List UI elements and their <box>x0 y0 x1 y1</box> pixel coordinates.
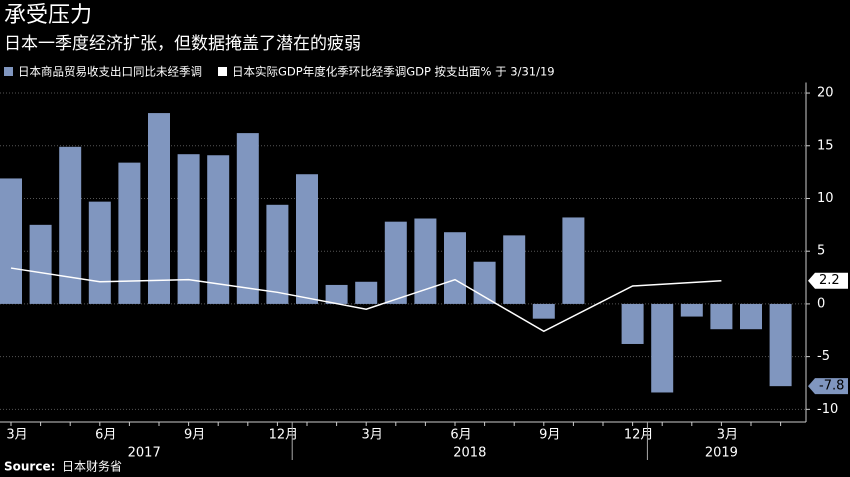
value-label: 2.2 <box>819 273 840 288</box>
bar <box>325 284 348 304</box>
value-label: -7.8 <box>819 379 844 394</box>
bar <box>414 218 437 304</box>
bar <box>236 133 259 304</box>
year-label: 2017 <box>128 446 161 461</box>
bar <box>296 174 318 304</box>
bar <box>148 113 170 304</box>
bar <box>118 162 141 304</box>
bar <box>532 303 555 319</box>
source: 日本财务省 <box>62 459 122 474</box>
bar <box>444 232 466 304</box>
year-label: 2018 <box>453 446 486 461</box>
bar <box>621 303 644 344</box>
line <box>10 267 722 333</box>
x-tick-label: 12月 <box>624 428 654 443</box>
source-label: Source: <box>4 460 55 474</box>
legend-label: 日本实际GDP年度化季环比经季调GDP 按支出面% 于 3/31/19 <box>232 65 555 79</box>
x-tick-label: 9月 <box>539 428 560 443</box>
x-tick-label: 9月 <box>184 428 205 443</box>
chart-title: 承受压力 <box>4 3 92 28</box>
bar <box>503 235 526 304</box>
bar <box>769 303 792 387</box>
y-tick-label: 20 <box>817 86 834 101</box>
bar <box>88 201 111 304</box>
bar <box>0 178 22 304</box>
bar <box>355 281 378 304</box>
year-label: 2019 <box>705 446 738 461</box>
legend-label: 日本商品贸易收支出口同比未经季调 <box>18 65 202 79</box>
chart-subtitle: 日本一季度经济扩张，但数据掩盖了潜在的疲弱 <box>4 34 361 54</box>
bar <box>59 146 82 304</box>
y-tick-label: 0 <box>817 296 825 311</box>
x-tick-label: 6月 <box>95 428 116 443</box>
bar <box>177 154 200 304</box>
y-tick-label: 10 <box>817 191 834 206</box>
bar <box>207 155 230 304</box>
x-tick-label: 3月 <box>6 428 27 443</box>
y-tick-label: 5 <box>817 244 825 259</box>
x-tick-label: 12月 <box>269 428 299 443</box>
bar <box>651 303 674 393</box>
value-tag <box>808 272 848 289</box>
value-tag <box>808 378 848 395</box>
y-tick-label: 15 <box>817 138 834 153</box>
y-tick-label: -10 <box>817 402 838 417</box>
bar <box>266 204 289 304</box>
legend-swatch <box>4 67 13 76</box>
legend-swatch <box>218 67 227 76</box>
bar <box>562 217 585 304</box>
x-tick-label: 3月 <box>362 428 383 443</box>
bar <box>710 303 733 330</box>
bar <box>740 303 762 330</box>
bar <box>384 221 407 304</box>
y-tick-label: -5 <box>817 349 830 364</box>
bar <box>29 224 52 304</box>
x-tick-label: 6月 <box>450 428 471 443</box>
x-tick-label: 3月 <box>717 428 738 443</box>
bar <box>680 303 703 317</box>
